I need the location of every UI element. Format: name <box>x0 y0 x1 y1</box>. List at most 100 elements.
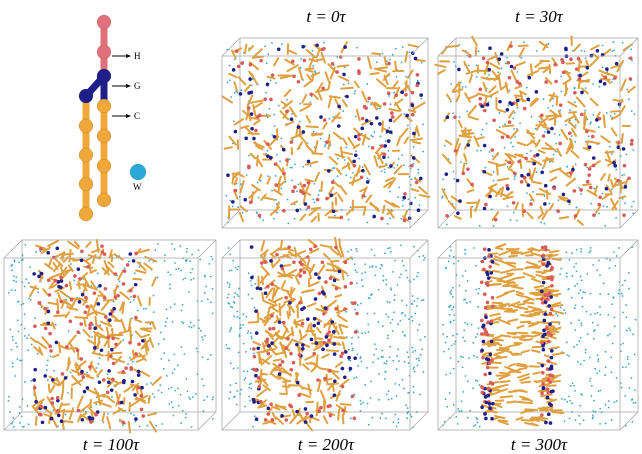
water <box>201 378 203 380</box>
water <box>611 372 613 374</box>
water <box>599 306 601 308</box>
water <box>243 379 245 381</box>
lipid-tail <box>414 126 417 137</box>
lipid-tail <box>572 129 576 136</box>
water <box>451 309 453 311</box>
head <box>484 315 488 319</box>
water <box>445 342 447 344</box>
lipid-tail <box>463 50 469 53</box>
water <box>544 131 546 133</box>
time-label: t = 300τ <box>511 435 568 454</box>
head <box>483 144 487 148</box>
lipid-tail <box>225 147 232 148</box>
head <box>264 418 268 422</box>
lipid-tail <box>328 264 336 267</box>
head <box>266 338 270 342</box>
lipid-tail <box>307 116 311 122</box>
water <box>592 410 594 412</box>
water <box>611 303 613 305</box>
head <box>505 184 509 188</box>
head <box>302 191 306 195</box>
head <box>333 352 337 356</box>
lipid-tail <box>280 394 287 395</box>
lipid-tail <box>518 390 526 391</box>
water <box>484 167 486 169</box>
water <box>413 146 415 148</box>
head <box>599 80 603 84</box>
water <box>157 243 159 245</box>
water <box>479 426 481 428</box>
head <box>354 135 358 139</box>
head <box>307 205 311 209</box>
lipid-tail <box>488 56 496 60</box>
lipid-tail <box>291 255 298 256</box>
water <box>246 174 248 176</box>
head <box>128 341 132 345</box>
head <box>592 156 596 160</box>
water <box>401 154 403 156</box>
head <box>470 183 474 187</box>
lipid-tail <box>115 320 121 321</box>
lipid-tail <box>300 215 305 220</box>
head <box>592 213 596 217</box>
lipid-tail <box>435 65 445 67</box>
water <box>442 195 444 197</box>
head <box>334 307 338 311</box>
lipid-tail <box>521 382 530 383</box>
water <box>477 306 479 308</box>
head <box>456 179 460 183</box>
water <box>12 339 14 341</box>
head <box>304 420 308 424</box>
water <box>519 122 521 124</box>
water <box>392 54 394 56</box>
water <box>409 51 411 53</box>
water <box>453 256 455 258</box>
head <box>546 396 550 400</box>
water <box>245 351 247 353</box>
lipid-tail <box>587 141 588 149</box>
lipid-tail <box>107 417 110 428</box>
head <box>56 409 60 413</box>
water <box>399 276 401 278</box>
head <box>486 61 490 65</box>
lipid-tail <box>249 322 258 323</box>
head <box>354 330 358 334</box>
head <box>520 180 524 184</box>
head <box>303 59 307 63</box>
water <box>46 365 48 367</box>
water <box>580 251 582 253</box>
water <box>478 327 480 329</box>
head <box>267 344 271 348</box>
lipid-tail <box>377 67 387 68</box>
water <box>356 376 358 378</box>
water <box>581 279 583 281</box>
head <box>501 135 505 139</box>
head <box>371 146 375 150</box>
water <box>444 189 446 191</box>
head <box>80 370 84 374</box>
head <box>250 245 254 249</box>
water <box>536 171 538 173</box>
water <box>577 361 579 363</box>
head <box>281 267 285 271</box>
water <box>379 107 381 109</box>
lipid-tail <box>494 259 502 261</box>
head <box>312 324 316 328</box>
lipid-tail <box>61 292 67 296</box>
head <box>302 306 306 310</box>
lipid-tail <box>234 82 237 90</box>
water <box>70 371 72 373</box>
head <box>56 310 60 314</box>
lipid-tail <box>574 45 580 51</box>
water <box>468 65 470 67</box>
lipid-tail <box>330 157 338 164</box>
head <box>344 260 348 264</box>
head <box>549 380 553 384</box>
head <box>254 368 258 372</box>
head <box>540 364 544 368</box>
lipid-tail <box>343 139 347 145</box>
head <box>367 97 371 101</box>
head <box>564 47 568 51</box>
head <box>603 82 607 86</box>
water <box>354 93 356 95</box>
